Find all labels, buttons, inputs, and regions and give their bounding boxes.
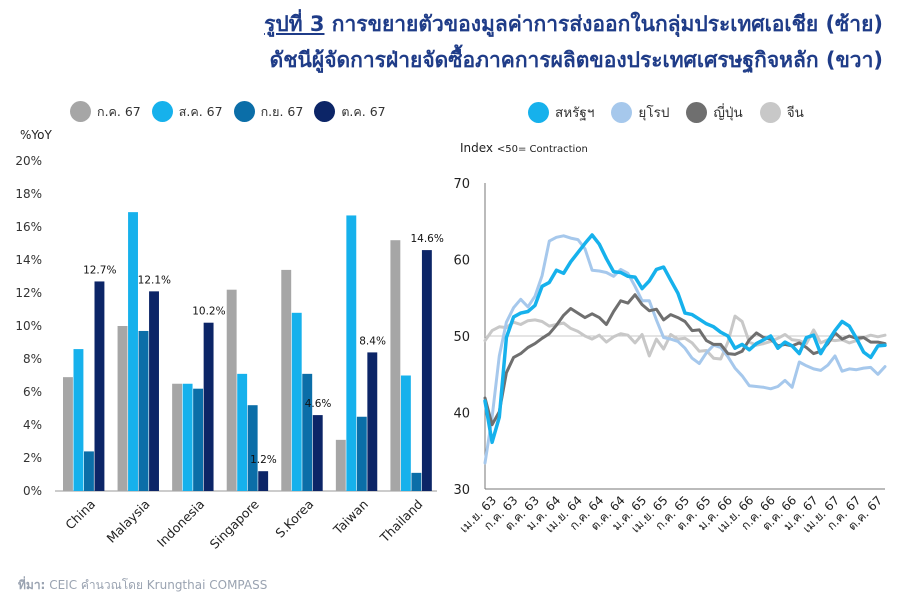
data-label: 14.6% bbox=[410, 233, 443, 245]
bar-legend-item: ส.ค. 67 bbox=[151, 101, 223, 122]
bar bbox=[421, 250, 432, 491]
bar bbox=[128, 212, 138, 491]
line-legend-item: ญี่ปุ่น bbox=[686, 101, 743, 123]
data-label: 10.2% bbox=[192, 306, 225, 318]
series-line bbox=[483, 234, 887, 465]
legend-label: ยุโรป bbox=[638, 105, 670, 121]
y-tick-label: 2% bbox=[23, 451, 42, 465]
legend-swatch bbox=[686, 101, 708, 123]
bar bbox=[312, 415, 323, 491]
data-label: 12.7% bbox=[83, 264, 116, 276]
data-label: 4.6% bbox=[305, 398, 332, 410]
legend-swatch bbox=[314, 101, 336, 122]
legend-label: ก.ค. 67 bbox=[97, 103, 141, 119]
bar-unit-label: %YoY bbox=[20, 128, 52, 142]
bar bbox=[291, 312, 302, 491]
source-label: ที่มา: bbox=[18, 578, 46, 592]
bar bbox=[346, 215, 357, 491]
bar-legend-item: ต.ค. 67 bbox=[314, 101, 386, 122]
legend-swatch bbox=[528, 101, 549, 123]
line-legend-item: ยุโรป bbox=[611, 101, 669, 123]
bar bbox=[193, 388, 204, 491]
contraction-note: <50= Contraction bbox=[496, 144, 588, 155]
series-line bbox=[483, 314, 887, 361]
y-tick-label: 12% bbox=[15, 286, 42, 300]
bar bbox=[356, 416, 367, 491]
legend-label: ส.ค. 67 bbox=[178, 103, 223, 119]
legend-label: สหรัฐฯ bbox=[555, 105, 595, 121]
y-tick-label: 10% bbox=[15, 319, 42, 333]
legend-label: จีน bbox=[786, 105, 804, 121]
line-unit-text: Index bbox=[460, 141, 494, 155]
y-tick-label: 14% bbox=[15, 253, 42, 267]
bar-legend: ก.ค. 67 ส.ค. 67 ก.ย. 67 ต.ค. 67 bbox=[70, 101, 397, 122]
source-text: CEIC คำนวณโดย Krungthai COMPASS bbox=[49, 578, 268, 592]
bar bbox=[411, 472, 422, 491]
bar bbox=[138, 330, 149, 491]
legend-swatch bbox=[233, 101, 255, 122]
bar bbox=[400, 375, 411, 491]
legend-swatch bbox=[151, 101, 173, 122]
bar bbox=[172, 383, 183, 491]
y-tick-label: 0% bbox=[23, 484, 42, 498]
data-label: 12.1% bbox=[138, 274, 171, 286]
bar bbox=[335, 439, 346, 491]
bar bbox=[237, 373, 248, 491]
series-line bbox=[483, 233, 887, 445]
bar bbox=[258, 471, 269, 491]
figure-label: รูปที่ 3 bbox=[264, 12, 325, 36]
bar bbox=[63, 377, 73, 491]
y-tick-label: 16% bbox=[15, 220, 42, 234]
data-label: 8.4% bbox=[359, 335, 386, 347]
bar bbox=[94, 281, 105, 491]
bar-legend-item: ก.ย. 67 bbox=[233, 101, 304, 122]
legend-swatch bbox=[759, 101, 781, 123]
data-label: 1.2% bbox=[250, 454, 277, 466]
y-tick-label: 20% bbox=[15, 154, 42, 168]
legend-label: ต.ค. 67 bbox=[341, 103, 386, 119]
bar bbox=[117, 326, 128, 491]
y-tick-label: 30 bbox=[453, 483, 470, 498]
bar bbox=[247, 405, 258, 491]
bar bbox=[182, 383, 193, 491]
bar bbox=[390, 240, 401, 491]
y-tick-label: 70 bbox=[453, 177, 470, 192]
bar bbox=[226, 289, 237, 491]
line-legend-item: สหรัฐฯ bbox=[528, 101, 594, 123]
y-tick-label: 6% bbox=[23, 385, 42, 399]
legend-swatch bbox=[70, 101, 91, 122]
legend-swatch bbox=[611, 101, 633, 123]
source-note: ที่มา: CEIC คำนวณโดย Krungthai COMPASS bbox=[18, 576, 267, 595]
chart-title-line2: ดัชนีผู้จัดการฝ่ายจัดซื้อภาคการผลิตของปร… bbox=[269, 48, 883, 72]
legend-label: ญี่ปุ่น bbox=[713, 105, 743, 121]
line-legend: สหรัฐฯ ยุโรป ญี่ปุ่น จีน bbox=[528, 101, 821, 123]
y-tick-label: 4% bbox=[23, 418, 42, 432]
bar-legend-item: ก.ค. 67 bbox=[70, 101, 141, 122]
bar bbox=[367, 352, 378, 491]
y-tick-label: 50 bbox=[453, 330, 470, 345]
bar bbox=[73, 349, 84, 491]
line-legend-item: จีน bbox=[759, 101, 804, 123]
bar bbox=[203, 322, 214, 491]
y-tick-label: 40 bbox=[453, 407, 470, 422]
chart-title-line1: รูปที่ 3 การขยายตัวของมูลค่าการส่งออกในก… bbox=[264, 8, 883, 41]
bar bbox=[149, 291, 159, 491]
y-tick-label: 60 bbox=[453, 254, 470, 269]
bar bbox=[281, 269, 292, 491]
bar bbox=[84, 451, 94, 491]
y-tick-label: 8% bbox=[23, 352, 42, 366]
title-text-1: การขยายตัวของมูลค่าการส่งออกในกลุ่มประเท… bbox=[331, 12, 883, 36]
legend-label: ก.ย. 67 bbox=[260, 103, 304, 119]
y-tick-label: 18% bbox=[15, 187, 42, 201]
line-unit-label: Index <50= Contraction bbox=[460, 141, 588, 155]
bar bbox=[302, 373, 313, 491]
